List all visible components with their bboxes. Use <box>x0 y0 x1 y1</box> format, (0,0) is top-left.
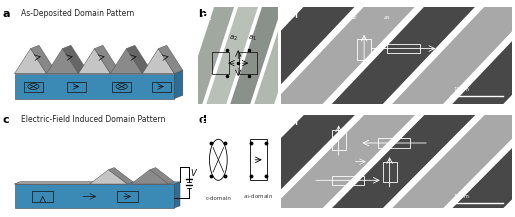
Bar <box>67 82 86 92</box>
Text: $a_1$: $a_1$ <box>383 14 391 22</box>
Polygon shape <box>211 7 355 104</box>
Polygon shape <box>211 115 355 208</box>
Text: $a_2$: $a_2$ <box>229 34 237 43</box>
Text: $a_2$: $a_2$ <box>350 14 358 22</box>
Polygon shape <box>512 115 515 208</box>
Text: FM: FM <box>285 118 298 127</box>
Polygon shape <box>182 7 234 104</box>
Polygon shape <box>14 182 95 184</box>
Text: FE: FE <box>200 118 211 127</box>
Text: 10μm: 10μm <box>453 194 469 199</box>
Polygon shape <box>94 45 119 74</box>
Polygon shape <box>271 7 415 104</box>
Polygon shape <box>278 7 330 104</box>
Bar <box>152 82 170 92</box>
Polygon shape <box>452 7 515 104</box>
Text: V: V <box>191 169 196 178</box>
Bar <box>112 82 131 92</box>
Polygon shape <box>332 115 475 208</box>
Text: 10μm: 10μm <box>453 87 469 92</box>
Text: a: a <box>3 9 10 19</box>
Polygon shape <box>254 7 306 104</box>
Polygon shape <box>30 45 55 74</box>
Polygon shape <box>142 49 174 74</box>
Text: FM: FM <box>285 12 298 20</box>
Polygon shape <box>62 45 87 74</box>
Polygon shape <box>332 7 475 104</box>
Polygon shape <box>230 7 282 104</box>
Polygon shape <box>78 49 110 74</box>
Bar <box>250 139 267 180</box>
Polygon shape <box>174 182 180 208</box>
Polygon shape <box>14 49 46 74</box>
Bar <box>117 191 138 202</box>
Polygon shape <box>46 49 78 74</box>
Polygon shape <box>14 74 174 99</box>
Polygon shape <box>174 70 183 99</box>
Text: c-domain: c-domain <box>205 196 231 201</box>
Polygon shape <box>271 115 415 208</box>
Polygon shape <box>392 7 515 104</box>
Text: FE: FE <box>201 13 212 22</box>
Text: b: b <box>198 9 206 19</box>
Polygon shape <box>14 182 180 184</box>
Polygon shape <box>150 168 174 184</box>
Text: d: d <box>198 115 206 125</box>
Polygon shape <box>158 45 183 74</box>
Polygon shape <box>14 184 174 208</box>
Text: As-Deposited Domain Pattern: As-Deposited Domain Pattern <box>21 9 134 18</box>
Text: $a_1$-domain: $a_1$-domain <box>243 192 273 201</box>
Polygon shape <box>512 7 515 104</box>
Polygon shape <box>302 7 354 104</box>
Polygon shape <box>392 115 515 208</box>
Polygon shape <box>452 115 515 208</box>
Polygon shape <box>90 170 127 184</box>
Text: Electric-Field Induced Domain Pattern: Electric-Field Induced Domain Pattern <box>21 115 165 124</box>
Polygon shape <box>14 70 183 74</box>
Text: $a_1$: $a_1$ <box>248 34 256 43</box>
Bar <box>32 191 53 202</box>
Polygon shape <box>131 170 169 184</box>
Polygon shape <box>109 168 133 184</box>
Polygon shape <box>206 7 258 104</box>
Bar <box>24 82 43 92</box>
Text: c: c <box>3 115 9 125</box>
Polygon shape <box>110 49 142 74</box>
Polygon shape <box>126 45 151 74</box>
